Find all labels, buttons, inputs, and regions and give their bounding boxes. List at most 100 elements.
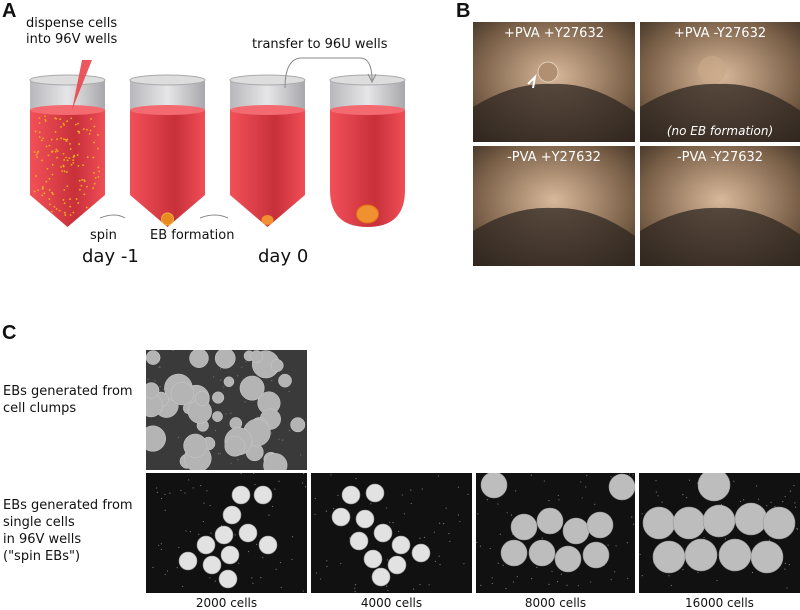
well-tube	[129, 74, 206, 227]
eb	[642, 506, 676, 540]
eb	[214, 350, 236, 369]
eb	[178, 551, 198, 571]
eb	[371, 567, 391, 587]
well-tube	[329, 74, 406, 227]
condition-16000: 16000 cells	[685, 596, 754, 610]
clump-eb-micrograph	[146, 350, 307, 470]
row1-line: cell clumps	[3, 401, 77, 416]
eb	[263, 453, 288, 470]
panel-a-label: A	[2, 0, 17, 22]
eb	[718, 538, 752, 572]
well-diagram	[29, 57, 406, 227]
eb	[220, 545, 240, 565]
dispense-label: dispense cells into 96V wells	[26, 16, 117, 48]
eb	[672, 506, 706, 540]
dispense-line-1: dispense cells	[26, 16, 118, 31]
eb	[734, 502, 768, 536]
condition-8000: 8000 cells	[524, 596, 587, 610]
eb	[253, 485, 273, 505]
spin-eb-micrograph	[639, 473, 800, 593]
row2-line: ("spin EBs")	[3, 549, 81, 564]
eb	[554, 545, 582, 573]
row-spin-label: EBs generated from single cells in 96V w…	[3, 497, 133, 565]
eb-formation-label: EB formation	[150, 228, 235, 243]
well-tube	[29, 74, 106, 227]
condition-note: (no EB formation)	[666, 124, 774, 138]
eb	[480, 473, 508, 499]
eb	[250, 350, 264, 364]
eb	[183, 433, 208, 458]
condition-4000: 4000 cells	[360, 596, 423, 610]
eb	[196, 535, 216, 555]
eb	[365, 483, 385, 503]
eb	[146, 425, 166, 452]
eb	[582, 541, 610, 569]
eb	[146, 350, 161, 365]
eb	[224, 435, 246, 457]
transfer-label: transfer to 96U wells	[252, 37, 388, 52]
eb	[536, 507, 564, 535]
eb	[684, 538, 718, 572]
eb	[170, 382, 194, 406]
eb	[194, 390, 210, 406]
eb	[363, 549, 383, 569]
eb-micrograph: -PVA +Y27632	[473, 146, 635, 266]
row-clumps-label: EBs generated from cell clumps	[3, 383, 133, 417]
eb-micrograph: +PVA +Y27632	[473, 22, 635, 142]
eb	[223, 376, 235, 388]
eb	[214, 525, 234, 545]
condition-caption: +PVA +Y27632	[503, 26, 604, 41]
eb	[189, 350, 209, 368]
eb	[411, 543, 431, 563]
eb	[608, 473, 635, 501]
eb-micrograph: +PVA -Y27632 (no EB formation)	[640, 22, 800, 142]
panel-b-label: B	[456, 0, 471, 22]
day0-label: day 0	[258, 246, 309, 267]
row2-line: in 96V wells	[3, 532, 82, 547]
panel-c-label: C	[2, 322, 17, 344]
condition-2000: 2000 cells	[195, 596, 258, 610]
eb	[222, 505, 242, 525]
eb	[212, 391, 225, 404]
eb	[373, 523, 393, 543]
spin-label: spin	[90, 228, 117, 243]
row2-line: single cells	[3, 515, 75, 530]
eb	[258, 535, 278, 555]
eb	[238, 523, 258, 543]
eb	[562, 517, 590, 545]
spin-eb-micrograph	[146, 473, 307, 593]
eb	[270, 359, 284, 372]
row2-line: EBs generated from	[3, 498, 133, 513]
eb	[331, 507, 351, 527]
eb	[697, 473, 731, 502]
condition-caption: +PVA -Y27632	[673, 26, 767, 41]
eb	[231, 485, 251, 505]
eb	[290, 417, 306, 433]
eb	[218, 569, 238, 589]
eb	[341, 485, 361, 505]
eb	[510, 513, 538, 541]
condition-caption: -PVA -Y27632	[676, 150, 764, 165]
eb-micrograph: -PVA -Y27632	[640, 146, 800, 266]
eb	[355, 509, 375, 529]
eb	[586, 511, 614, 539]
eb	[750, 540, 784, 574]
eb	[278, 373, 292, 388]
eb	[349, 531, 369, 551]
eb	[202, 555, 222, 575]
well-tube	[229, 74, 306, 227]
eb	[652, 540, 686, 574]
eb	[239, 375, 265, 401]
row1-line: EBs generated from	[3, 384, 133, 399]
eb	[762, 506, 796, 540]
spin-eb-micrograph	[311, 473, 472, 593]
dispense-line-2: into 96V wells	[26, 32, 118, 47]
eb	[146, 382, 160, 399]
day-minus1-label: day -1	[82, 246, 139, 267]
eb	[528, 539, 556, 567]
eb	[212, 411, 223, 422]
eb	[387, 555, 407, 575]
eb	[702, 504, 736, 538]
eb	[500, 539, 528, 567]
